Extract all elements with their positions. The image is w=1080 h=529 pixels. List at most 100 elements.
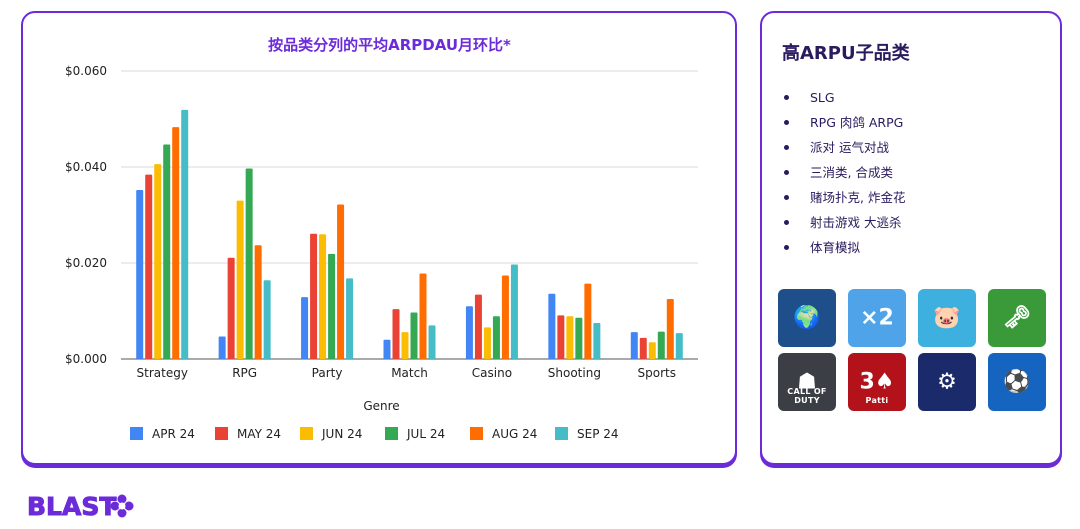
app-icon-glyph: ⚽ [1003,369,1031,395]
bar-party-apr-24 [301,297,309,359]
bar-casino-jun-24 [483,327,491,359]
subgenre-label: 派对 运气对战 [810,140,889,155]
bar-match-jun-24 [401,332,409,359]
chart-title: 按品类分列的平均ARPDAU月环比* [268,36,511,54]
bar-party-jul-24 [328,253,336,359]
app-icon-glyph: 🐷 [933,305,961,331]
bar-casino-jul-24 [492,316,500,359]
bar-shooting-aug-24 [584,283,592,359]
y-tick-label: $0.020 [65,256,107,270]
bar-rpg-jul-24 [245,168,253,359]
legend-label: SEP 24 [577,427,619,441]
subgenre-label: 赌场扑克, 炸金花 [810,190,906,205]
subgenre-list-item: SLG [784,85,905,110]
x-tick-label: Sports [638,366,676,380]
app-icon-glyph: 🌍 [793,305,821,331]
subgenre-list-item: 射击游戏 大逃杀 [784,210,905,235]
legend-swatch-sep-24 [555,427,568,440]
app-icon-glyph: ☗ [797,369,817,395]
subgenre-label: SLG [810,90,835,105]
efootball-app-icon[interactable]: ⚽ [988,353,1046,411]
bar-match-may-24 [392,309,400,359]
bar-match-apr-24 [383,339,391,359]
app-icon-caption: CALL OF DUTY [787,387,827,405]
bar-casino-apr-24 [465,306,473,359]
bar-sports-may-24 [639,337,647,359]
app-icon-caption: Patti [865,396,889,405]
subgenre-label: 射击游戏 大逃杀 [810,215,902,230]
bullet-icon [784,145,789,150]
bar-rpg-aug-24 [254,245,262,359]
bar-casino-aug-24 [501,275,509,359]
app-icon-glyph: 3♠ [859,369,895,395]
legend-label: APR 24 [152,427,195,441]
bar-match-aug-24 [419,273,427,359]
bar-rpg-may-24 [227,257,235,359]
call-of-duty-app-icon[interactable]: ☗ CALL OF DUTY [778,353,836,411]
legend-swatch-jun-24 [300,427,313,440]
bar-shooting-apr-24 [548,293,556,359]
bar-shooting-sep-24 [593,323,601,359]
x-tick-label: RPG [232,366,257,380]
mech-robot-app-icon[interactable]: ⚙ [918,353,976,411]
chart-card: 按品类分列的平均ARPDAU月环比* $0.060 $0.040 $0.020 $0.0… [21,11,737,465]
runner-x2-app-icon[interactable]: ×2 [848,289,906,347]
side-title: 高ARPU子品类 [782,43,910,64]
subgenre-label: 体育模拟 [810,240,861,255]
pin-puzzle-app-icon[interactable]: 🗝 [988,289,1046,347]
bar-strategy-sep-24 [181,109,189,359]
x-tick-label: Strategy [137,366,188,380]
subgenre-list-item: 赌场扑克, 炸金花 [784,185,905,210]
bar-shooting-may-24 [557,315,565,359]
subgenre-label: RPG 肉鸽 ARPG [810,115,904,130]
x-tick-label: Party [312,366,343,380]
bar-sports-jun-24 [648,342,656,359]
y-tick-label: $0.040 [65,160,107,174]
bar-sports-apr-24 [630,332,638,359]
high-arpu-subgenre-card: 高ARPU子品类 SLG RPG 肉鸽 ARPG 派对 运气对战 三消类, 合成类 赌场… [760,11,1062,465]
legend-label: AUG 24 [492,427,537,441]
teen-patti-app-icon[interactable]: 3♠ Patti [848,353,906,411]
bar-match-sep-24 [428,325,436,359]
legend-label: MAY 24 [237,427,281,441]
bullet-icon [784,95,789,100]
bar-party-may-24 [310,233,318,359]
subgenre-list-item: RPG 肉鸽 ARPG [784,110,905,135]
bar-sports-aug-24 [666,299,674,359]
bar-strategy-may-24 [145,174,153,359]
bar-rpg-sep-24 [263,280,271,359]
blast-logo: BLAST [27,492,134,522]
bullet-icon [784,170,789,175]
subgenre-list-item: 体育模拟 [784,235,905,260]
bar-shooting-jun-24 [566,316,574,359]
legend-swatch-may-24 [215,427,228,440]
subgenre-label: 三消类, 合成类 [810,165,893,180]
app-icon-glyph: 🗝 [1003,305,1031,331]
bar-match-jul-24 [410,312,418,359]
x-tick-label: Shooting [548,366,601,380]
x-tick-label: Casino [472,366,512,380]
app-icon-glyph: ×2 [860,305,894,331]
subgenre-list: SLG RPG 肉鸽 ARPG 派对 运气对战 三消类, 合成类 赌场扑克, 炸金花 射击… [784,85,905,260]
x-tick-label: Match [391,366,428,380]
legend-label: JUL 24 [406,427,445,441]
bar-casino-sep-24 [510,264,518,359]
bar-party-aug-24 [337,204,345,359]
pig-coin-app-icon[interactable]: 🐷 [918,289,976,347]
blast-logo-mark [110,494,134,518]
x-axis-label: Genre [363,399,399,413]
subgenre-list-item: 派对 运气对战 [784,135,905,160]
app-icon-grid: 🌍 ×2 🐷 🗝 ☗ CALL OF DUTY 3♠ Patti ⚙ ⚽ [778,289,1046,411]
subgenre-list-item: 三消类, 合成类 [784,160,905,185]
bar-shooting-jul-24 [575,317,583,359]
legend-swatch-jul-24 [385,427,398,440]
bar-strategy-jun-24 [154,164,162,359]
bar-sports-jul-24 [657,331,665,359]
bar-party-jun-24 [319,234,327,359]
bar-rpg-jun-24 [236,200,244,359]
bar-casino-may-24 [474,294,482,359]
legend-swatch-aug-24 [470,427,483,440]
bar-chart: 按品类分列的平均ARPDAU月环比* $0.060 $0.040 $0.020 $0.0… [65,36,698,441]
globe-strategy-app-icon[interactable]: 🌍 [778,289,836,347]
bullet-icon [784,120,789,125]
